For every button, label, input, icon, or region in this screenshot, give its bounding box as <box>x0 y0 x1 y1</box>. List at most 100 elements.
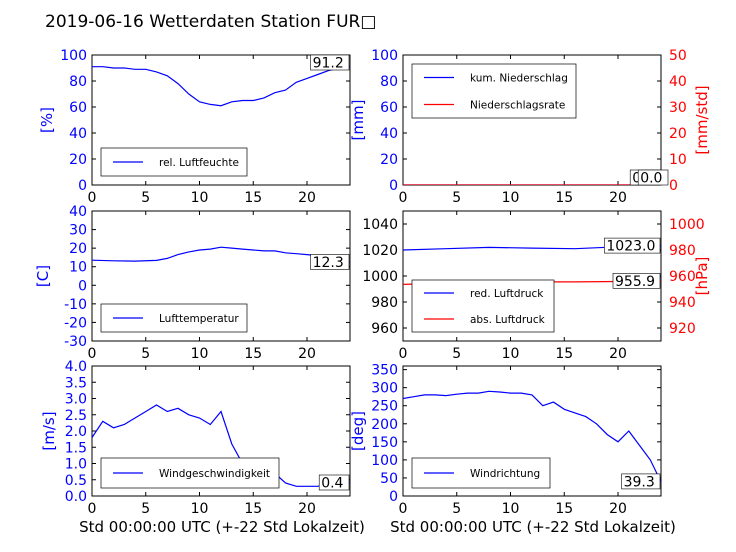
series-line-0 <box>403 390 661 483</box>
legend-label: rel. Luftfeuchte <box>159 157 239 169</box>
windspeed-legend: Windgeschwindigkeit <box>100 457 280 489</box>
y-axis-label: [deg] <box>349 411 367 451</box>
y-right-tick-label: 40 <box>669 74 687 90</box>
humidity-panel: 0 5 10 15 20 0 20 40 60 80 100 [%] 91.2 rel. Luftfeuc… <box>38 48 351 206</box>
x-tick-label: 15 <box>244 501 262 517</box>
x-tick-label: 10 <box>502 501 520 517</box>
y-tick-label: 60 <box>69 100 87 116</box>
value-annotation-box <box>621 473 661 490</box>
y-tick-label: 1.5 <box>65 440 87 456</box>
y-tick-label: 1040 <box>362 217 398 233</box>
y-tick-label: 2.0 <box>65 424 87 440</box>
x-tick-label: 10 <box>502 346 520 362</box>
winddirection-legend: Windrichtung <box>411 457 551 489</box>
x-tick-label: 20 <box>609 190 627 206</box>
x-tick-label: 10 <box>191 190 209 206</box>
y-right-tick-label: 0 <box>669 178 678 194</box>
x-tick-label: 0 <box>399 346 408 362</box>
y-tick-label: 80 <box>380 74 398 90</box>
y-tick-label: 980 <box>371 295 398 311</box>
y-right-tick-label: 10 <box>669 152 687 168</box>
value-annotation-box <box>637 169 669 186</box>
legend-label: abs. Luftdruck <box>470 314 546 326</box>
series-line-0 <box>92 404 350 487</box>
legend-box <box>411 63 577 119</box>
y-right-tick-label: 30 <box>669 100 687 116</box>
y-tick-label: 10 <box>69 260 87 276</box>
y-tick-label: 2.5 <box>65 408 87 424</box>
y-tick-label: 300 <box>371 381 398 397</box>
x-tick-label: 15 <box>555 190 573 206</box>
y-tick-label: 100 <box>371 453 398 469</box>
precipitation-legend: kum. Niederschlag Niederschlagsrate <box>411 63 577 119</box>
x-tick-label: 0 <box>88 190 97 206</box>
y-tick-label: 40 <box>69 126 87 142</box>
y-axis-label: [C] <box>34 265 52 287</box>
y-tick-label: -20 <box>64 315 87 331</box>
y-tick-label: 0.0 <box>65 489 87 505</box>
y-tick-label: 250 <box>371 399 398 415</box>
legend-label: Niederschlagsrate <box>470 100 565 112</box>
y-right-tick-label: 1000 <box>669 217 705 233</box>
y-tick-label: 30 <box>69 223 87 239</box>
y-tick-label: 200 <box>371 417 398 433</box>
pressure-legend: red. Luftdruck abs. Luftdruck <box>411 279 555 333</box>
value-annotation-box <box>310 54 350 71</box>
temperature-panel: 0 5 10 15 20 -30 -20 -10 0 10 20 30 40 [C] 12.3 Lufttem… <box>34 204 351 362</box>
temperature-legend: Lufttemperatur <box>100 303 248 333</box>
y-axis-label-right: [mm/std] <box>693 85 711 154</box>
y-tick-label: 20 <box>380 152 398 168</box>
y-tick-label: 1020 <box>362 243 398 259</box>
y-axis-label: [mm] <box>349 100 367 141</box>
figure-title: 2019-06-16 Wetterdaten Station FUR□ <box>45 12 376 32</box>
x-tick-label: 5 <box>141 346 150 362</box>
y-axis-label-right: [hPa] <box>693 257 711 296</box>
y-tick-label: 3.5 <box>65 375 87 391</box>
x-tick-label: 5 <box>452 501 461 517</box>
y-tick-label: 960 <box>371 321 398 337</box>
legend-box <box>411 279 555 333</box>
y-axis-label: [%] <box>38 107 56 133</box>
y-tick-label: 1000 <box>362 269 398 285</box>
legend-label: Windrichtung <box>470 468 540 480</box>
y-tick-label: -10 <box>64 297 87 313</box>
y-right-tick-label: 980 <box>669 243 696 259</box>
value-annotation: 91.2 <box>313 56 344 72</box>
y-tick-label: 0 <box>389 489 398 505</box>
value-annotation-box <box>318 474 350 491</box>
y-tick-label: 0 <box>389 178 398 194</box>
x-axis-label-right: Std 00:00:00 UTC (+-22 Std Lokalzeit) <box>390 518 676 536</box>
y-axis-label: [m/s] <box>40 411 58 450</box>
x-tick-label: 5 <box>141 190 150 206</box>
y-tick-label: 20 <box>69 152 87 168</box>
y-right-tick-label: 960 <box>669 269 696 285</box>
x-tick-label: 0 <box>399 190 408 206</box>
value-annotation: 0.4 <box>321 476 343 492</box>
x-tick-label: 10 <box>191 501 209 517</box>
pressure-panel: 0 5 10 15 20 960 980 1000 1020 1040 920 940 960 980 10… <box>362 210 711 362</box>
x-tick-label: 20 <box>609 346 627 362</box>
x-tick-label: 20 <box>298 190 316 206</box>
y-tick-label: 40 <box>69 204 87 220</box>
y-tick-label: 350 <box>371 363 398 379</box>
value-annotation: 1023.0 <box>606 239 655 255</box>
x-tick-label: 15 <box>555 346 573 362</box>
value-annotation: 39.3 <box>624 474 655 490</box>
series-line-0 <box>92 66 350 107</box>
x-tick-label: 15 <box>555 501 573 517</box>
y-tick-label: 3.0 <box>65 392 87 408</box>
x-tick-label: 20 <box>298 346 316 362</box>
y-tick-label: 80 <box>69 74 87 90</box>
y-tick-label: 0 <box>78 178 87 194</box>
x-tick-label: 20 <box>609 501 627 517</box>
legend-label: red. Luftdruck <box>470 288 544 300</box>
x-tick-label: 0 <box>88 346 97 362</box>
y-right-tick-label: 50 <box>669 48 687 64</box>
x-tick-label: 0 <box>88 501 97 517</box>
x-tick-label: 15 <box>244 190 262 206</box>
value-annotation: 955.9 <box>615 274 655 290</box>
windspeed-panel: 0 5 10 15 20 0.00.51.01.52.02.53.03.54.0 [m/s]… <box>40 359 351 517</box>
x-tick-label: 10 <box>191 346 209 362</box>
y-tick-label: 0 <box>78 278 87 294</box>
value-annotation-box <box>310 254 350 270</box>
